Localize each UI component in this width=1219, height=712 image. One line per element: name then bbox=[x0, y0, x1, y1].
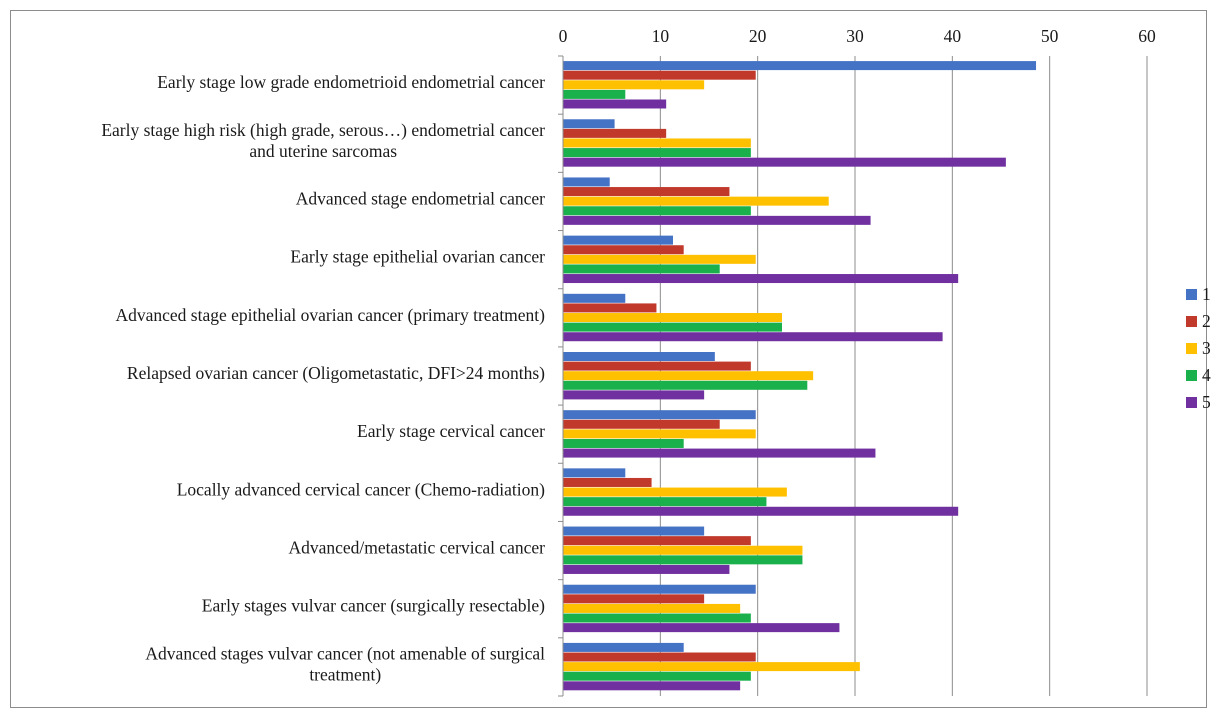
bar-series-3 bbox=[563, 254, 756, 264]
category-labels: Early stage low grade endometrioid endom… bbox=[101, 72, 545, 684]
category-label: and uterine sarcomas bbox=[249, 141, 397, 161]
bar-series-5 bbox=[563, 274, 959, 284]
bar-series-1 bbox=[563, 584, 756, 594]
bar-series-5 bbox=[563, 390, 705, 400]
x-tick-label: 0 bbox=[559, 26, 568, 46]
bar-series-3 bbox=[563, 487, 787, 497]
bar-series-1 bbox=[563, 352, 715, 361]
category-label: Early stage high risk (high grade, serou… bbox=[101, 120, 545, 140]
bar-series-1 bbox=[563, 526, 705, 536]
bar-series-2 bbox=[563, 477, 652, 487]
category-label: Advanced stage epithelial ovarian cancer… bbox=[115, 305, 545, 325]
bar-series-5 bbox=[563, 448, 876, 458]
bars bbox=[563, 61, 1037, 691]
x-tick-label: 10 bbox=[652, 26, 670, 46]
x-tick-label: 20 bbox=[749, 26, 767, 46]
legend-label-3: 3 bbox=[1202, 338, 1211, 358]
legend-swatch-2 bbox=[1186, 316, 1197, 327]
bar-series-2 bbox=[563, 303, 657, 313]
bar-series-4 bbox=[563, 671, 751, 681]
bar-series-2 bbox=[563, 652, 756, 662]
legend-swatch-4 bbox=[1186, 370, 1197, 381]
legend-label-5: 5 bbox=[1202, 392, 1211, 412]
category-label: Early stages vulvar cancer (surgically r… bbox=[202, 596, 545, 616]
category-label: Relapsed ovarian cancer (Oligometastatic… bbox=[127, 363, 545, 383]
category-label: Locally advanced cervical cancer (Chemo-… bbox=[177, 479, 545, 499]
bar-series-4 bbox=[563, 555, 803, 565]
x-tick-label: 50 bbox=[1041, 26, 1059, 46]
legend-swatch-5 bbox=[1186, 397, 1197, 408]
bar-series-5 bbox=[563, 332, 943, 342]
bar-series-1 bbox=[563, 410, 756, 420]
bar-series-1 bbox=[563, 293, 626, 303]
legend-swatch-1 bbox=[1186, 289, 1197, 300]
category-label: Early stage low grade endometrioid endom… bbox=[157, 72, 545, 92]
bar-series-5 bbox=[563, 157, 1006, 167]
x-tick-label: 30 bbox=[846, 26, 864, 46]
legend-label-2: 2 bbox=[1202, 311, 1211, 331]
bar-series-4 bbox=[563, 322, 782, 332]
bar-series-1 bbox=[563, 177, 610, 187]
bar-series-1 bbox=[563, 642, 684, 652]
legend-label-1: 1 bbox=[1202, 284, 1211, 304]
bar-series-5 bbox=[563, 681, 741, 691]
bar-series-1 bbox=[563, 235, 673, 245]
bar-series-3 bbox=[563, 429, 756, 439]
bar-series-5 bbox=[563, 564, 730, 574]
legend-swatch-3 bbox=[1186, 343, 1197, 354]
bar-series-3 bbox=[563, 545, 803, 555]
bar-series-5 bbox=[563, 506, 959, 516]
bar-series-3 bbox=[563, 603, 741, 613]
bar-series-1 bbox=[563, 119, 615, 129]
bar-series-3 bbox=[563, 662, 860, 672]
bar-series-5 bbox=[563, 623, 840, 633]
bar-series-1 bbox=[563, 61, 1037, 71]
category-label: Early stage cervical cancer bbox=[357, 421, 545, 441]
legend-label-4: 4 bbox=[1202, 365, 1211, 385]
bar-series-2 bbox=[563, 70, 756, 80]
bar-series-1 bbox=[563, 468, 626, 478]
category-label: treatment) bbox=[309, 664, 381, 684]
legend: 1 2 3 4 5 bbox=[1186, 284, 1211, 412]
x-tick-label: 40 bbox=[944, 26, 962, 46]
bar-series-2 bbox=[563, 536, 751, 546]
category-label: Early stage epithelial ovarian cancer bbox=[290, 247, 545, 267]
bar-series-2 bbox=[563, 594, 705, 604]
bar-series-3 bbox=[563, 313, 782, 323]
bar-series-2 bbox=[563, 128, 667, 138]
category-label: Advanced stage endometrial cancer bbox=[296, 188, 545, 208]
bar-series-4 bbox=[563, 438, 684, 448]
bar-series-2 bbox=[563, 419, 720, 429]
bar-series-4 bbox=[563, 206, 751, 216]
bar-series-4 bbox=[563, 89, 626, 99]
bar-series-4 bbox=[563, 148, 751, 158]
bar-series-3 bbox=[563, 80, 705, 90]
bar-series-2 bbox=[563, 245, 684, 255]
bar-series-4 bbox=[563, 613, 751, 623]
category-label: Advanced/metastatic cervical cancer bbox=[288, 538, 545, 558]
bar-series-2 bbox=[563, 187, 730, 197]
bar-series-4 bbox=[563, 380, 808, 390]
x-tick-labels: 0 10 20 30 40 50 60 bbox=[559, 26, 1156, 46]
bar-series-3 bbox=[563, 371, 814, 381]
bar-series-4 bbox=[563, 497, 767, 507]
bar-series-5 bbox=[563, 99, 667, 109]
x-tick-label: 60 bbox=[1138, 26, 1156, 46]
axes bbox=[558, 55, 564, 697]
bar-series-5 bbox=[563, 215, 871, 225]
bar-series-4 bbox=[563, 264, 720, 274]
category-label: Advanced stages vulvar cancer (not amena… bbox=[145, 643, 545, 663]
bar-series-2 bbox=[563, 361, 751, 371]
bar-series-3 bbox=[563, 196, 829, 206]
bar-series-3 bbox=[563, 138, 751, 148]
